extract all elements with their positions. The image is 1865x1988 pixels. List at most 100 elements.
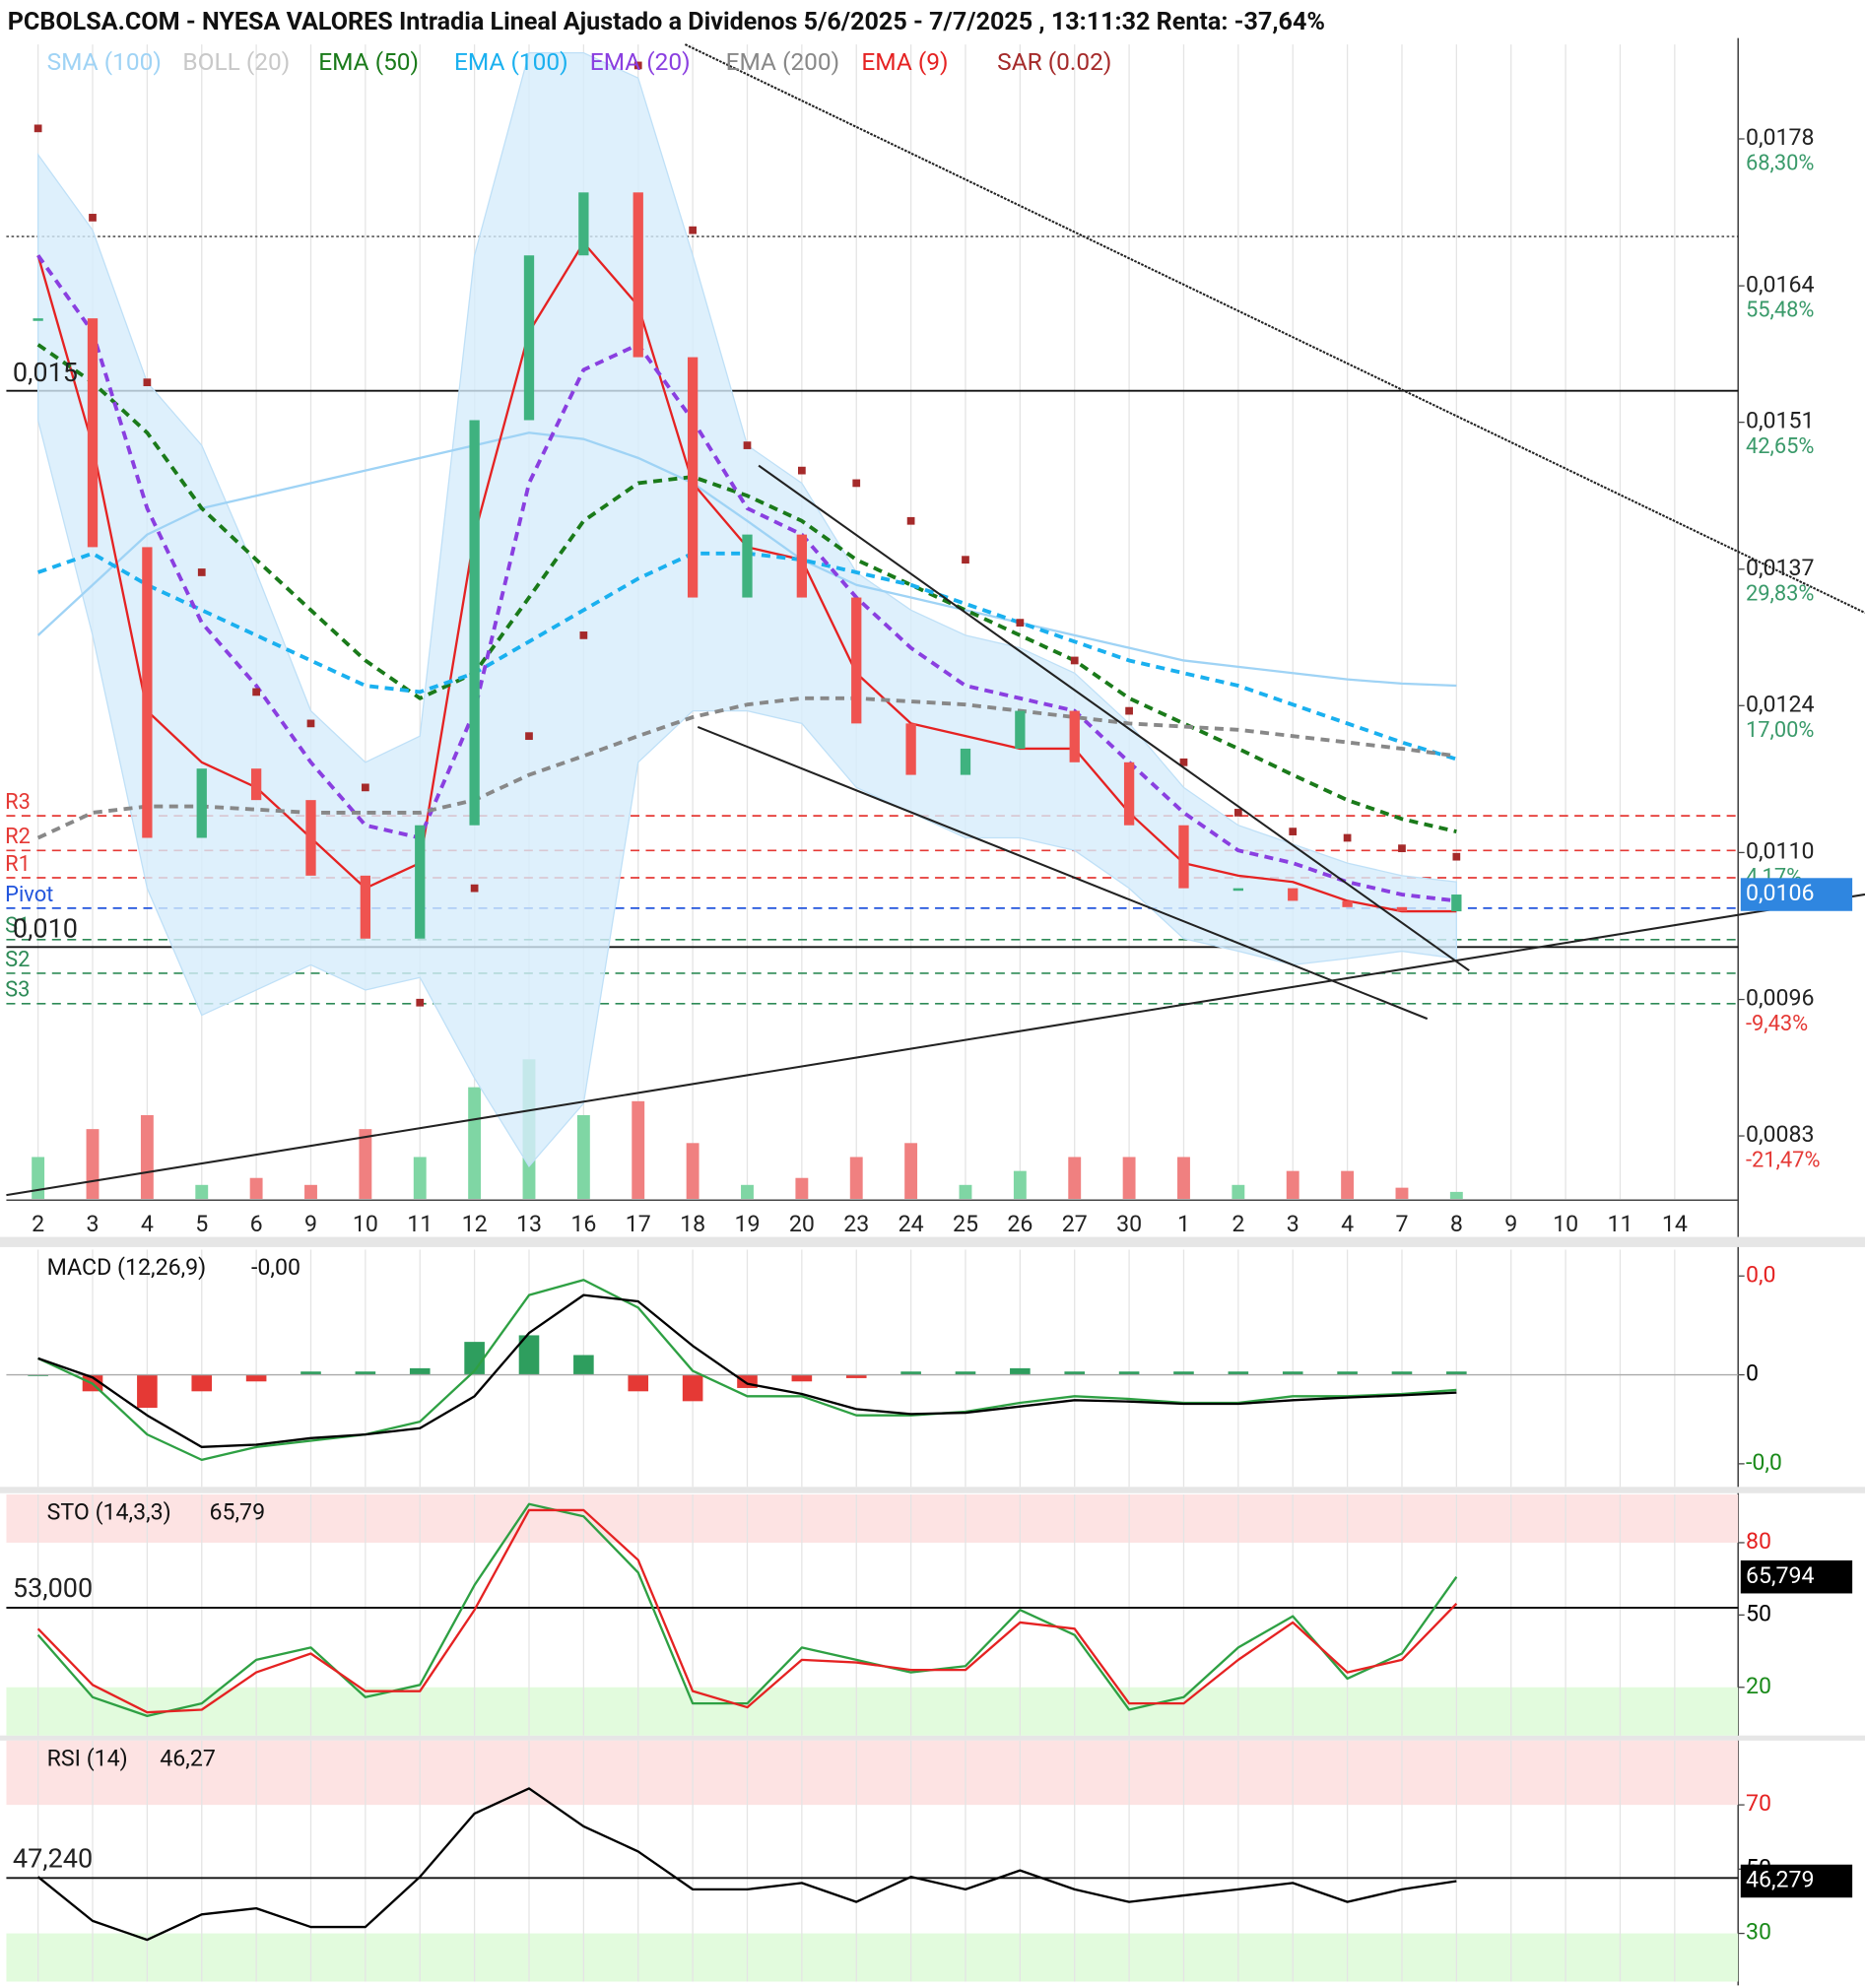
legend-label: SAR (0.02): [997, 47, 1111, 76]
sar-dot: [252, 688, 260, 696]
candle: [415, 825, 426, 939]
y-tick-label: 0,0178: [1746, 124, 1815, 151]
series-line: [36, 431, 1457, 688]
sar-dot: [1289, 828, 1298, 835]
candle: [469, 420, 480, 826]
labels: 0,017868,30%0,016455,48%0,015142,65%0,01…: [5, 47, 1853, 1946]
legend-label: SMA (100): [47, 47, 162, 76]
volume-bar: [686, 1143, 699, 1199]
y-tick-change: -21,47%: [1746, 1149, 1821, 1173]
sar-dot: [906, 516, 915, 525]
sar-dot: [143, 378, 152, 387]
volume-bar: [576, 1114, 590, 1199]
volume-bar: [195, 1184, 209, 1199]
bollinger-band: [36, 51, 1457, 1168]
histogram-bar: [1446, 1371, 1467, 1375]
x-tick-label: 10: [1553, 1211, 1578, 1237]
series-line: [36, 1508, 1458, 1714]
x-tick-label: 3: [86, 1211, 99, 1237]
last-value-label: 46,279: [1746, 1867, 1815, 1893]
x-tick-label: 3: [1287, 1211, 1299, 1237]
pivot-label: R1: [5, 852, 31, 877]
candle: [796, 534, 808, 598]
y-tick-change: -9,43%: [1746, 1012, 1808, 1036]
candle: [578, 192, 589, 256]
histogram-bar: [409, 1367, 431, 1375]
sar-dot: [1016, 619, 1025, 627]
pivot-label: S2: [5, 948, 30, 972]
sar-dot: [1398, 844, 1406, 853]
x-tick-label: 5: [195, 1211, 208, 1237]
pivot-label: S3: [5, 978, 30, 1003]
volume-bar: [140, 1114, 154, 1199]
x-tick-label: 4: [1341, 1211, 1354, 1237]
candle: [633, 192, 643, 358]
x-tick-label: 26: [1007, 1211, 1032, 1237]
x-tick-label: 2: [32, 1211, 44, 1237]
panel-title: STO (14,3,3): [47, 1498, 171, 1525]
candle: [1288, 888, 1299, 901]
x-tick-label: 1: [1177, 1211, 1190, 1237]
panel-value: 65,79: [209, 1498, 265, 1525]
x-tick-label: 24: [899, 1211, 924, 1237]
sar-dot: [1070, 656, 1079, 665]
volume-bar: [413, 1157, 427, 1199]
y-tick-label: 20: [1746, 1673, 1771, 1699]
candle: [1015, 710, 1026, 749]
x-tick-label: 9: [304, 1211, 317, 1237]
x-tick-label: 20: [789, 1211, 815, 1237]
panel-value: -0,00: [251, 1254, 300, 1281]
pivot-label: Pivot: [5, 883, 53, 907]
volume-bar: [1068, 1157, 1082, 1199]
last-value-label: 0,0106: [1746, 880, 1815, 906]
sar-dot: [362, 783, 369, 792]
volume-bar: [1122, 1157, 1136, 1199]
candle: [1123, 762, 1135, 826]
x-tick-label: 9: [1504, 1211, 1517, 1237]
y-tick-label: 0,0124: [1746, 691, 1815, 717]
last-value-label: 65,794: [1746, 1562, 1815, 1589]
layers: [6, 44, 1745, 1982]
candle: [1342, 900, 1353, 907]
candle: [523, 255, 535, 421]
y-tick-change: 17,00%: [1746, 718, 1815, 743]
volume-bar: [1232, 1184, 1245, 1199]
y-tick-label: 80: [1746, 1528, 1771, 1555]
sar-dot: [579, 631, 588, 639]
candle: [33, 318, 43, 321]
volume-bar: [849, 1157, 863, 1199]
histogram-bar: [1010, 1367, 1031, 1375]
candle: [250, 768, 262, 801]
candle: [1232, 888, 1243, 892]
y-tick-label: 50: [1746, 1600, 1771, 1626]
legend-label: EMA (9): [861, 47, 948, 76]
x-tick-label: 16: [570, 1211, 596, 1237]
plot-frames: [0, 37, 1865, 1986]
histogram-bar: [245, 1374, 267, 1382]
series-line: [37, 1293, 1457, 1448]
candle: [1178, 825, 1189, 889]
candle: [851, 597, 862, 724]
zone: [6, 1933, 1739, 1982]
candle: [87, 318, 99, 548]
level-label: 47,240: [13, 1842, 93, 1874]
histogram-bar: [845, 1374, 867, 1378]
legend-label: EMA (200): [726, 47, 840, 76]
candle: [687, 357, 699, 598]
x-tick-label: 2: [1232, 1211, 1244, 1237]
x-tick-label: 27: [1062, 1211, 1088, 1237]
sar-dot: [1125, 706, 1133, 715]
x-tick-label: 4: [141, 1211, 154, 1237]
y-tick-label: -0,0: [1746, 1449, 1782, 1476]
histogram-bar: [1228, 1371, 1249, 1375]
candle: [960, 748, 971, 775]
pivot-label: R2: [5, 825, 31, 849]
trend-lines: [6, 43, 1865, 1197]
series-line: [36, 1787, 1457, 1942]
y-tick-label: 0,0096: [1746, 985, 1815, 1012]
y-tick-label: 0,0: [1746, 1261, 1776, 1288]
histogram-bar: [1118, 1371, 1140, 1375]
volume-bar: [1013, 1170, 1027, 1199]
volume-bar: [904, 1143, 918, 1199]
y-tick-change: 68,30%: [1746, 152, 1815, 176]
